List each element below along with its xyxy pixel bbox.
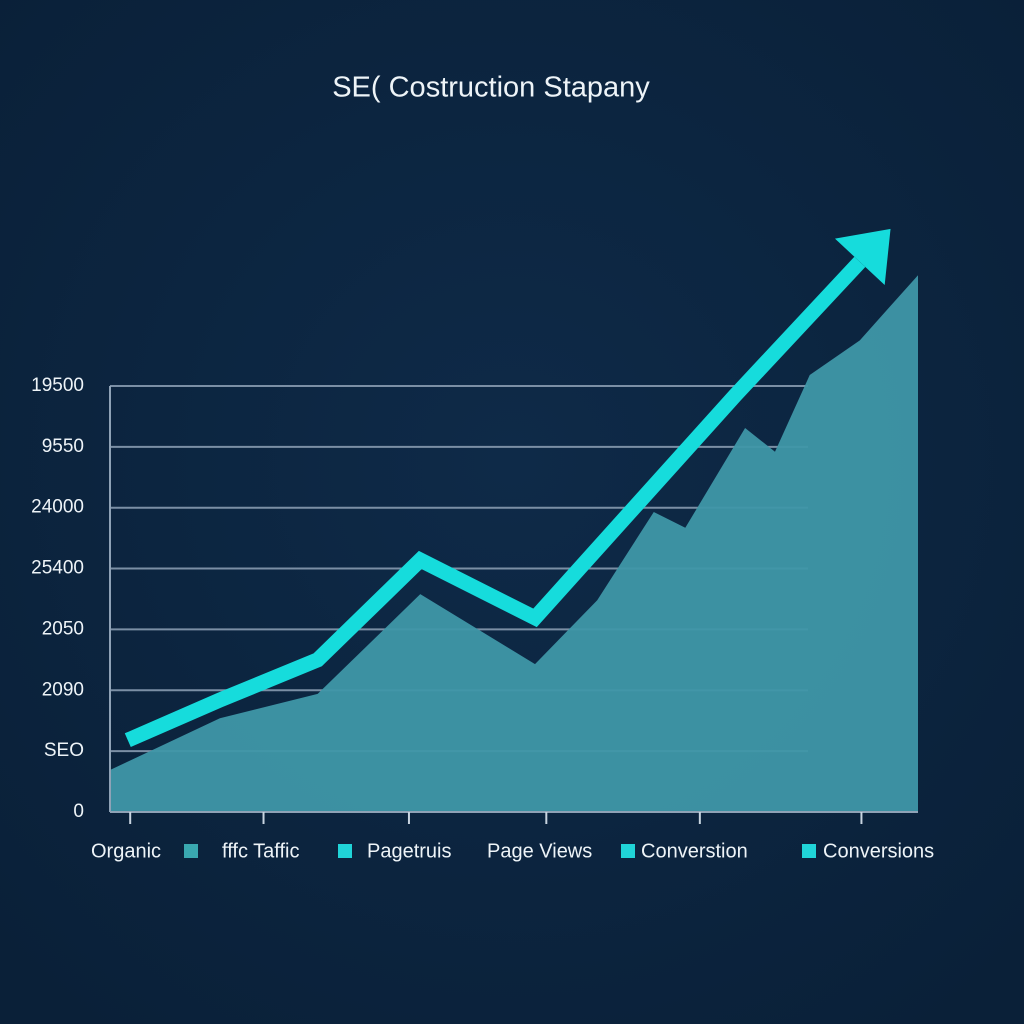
legend-label: Page Views <box>487 840 592 862</box>
y-tick-label: 0 <box>73 801 84 822</box>
arrow-head <box>834 228 891 286</box>
legend-label: fffc Taffic <box>222 840 299 862</box>
area <box>110 275 918 812</box>
y-tick-label: SEO <box>44 740 84 761</box>
arrow-line <box>124 256 866 748</box>
y-tick-label: 25400 <box>31 558 84 579</box>
legend-swatch <box>802 844 816 858</box>
legend-swatch <box>184 844 198 858</box>
legend-swatch <box>621 844 635 858</box>
y-tick-label: 2090 <box>42 679 84 700</box>
legend-label: Conversions <box>823 840 934 862</box>
y-tick-label: 19500 <box>31 375 84 396</box>
y-tick-label: 2050 <box>42 618 84 639</box>
chart-title: SE( Costruction Stapany <box>332 72 650 104</box>
legend-label: Converstion <box>641 840 748 862</box>
y-tick-label: 9550 <box>42 436 84 457</box>
y-tick-label: 24000 <box>31 497 84 518</box>
legend-swatch <box>338 844 352 858</box>
legend-label: Pagetruis <box>367 840 452 862</box>
legend-label: Organic <box>91 840 161 862</box>
